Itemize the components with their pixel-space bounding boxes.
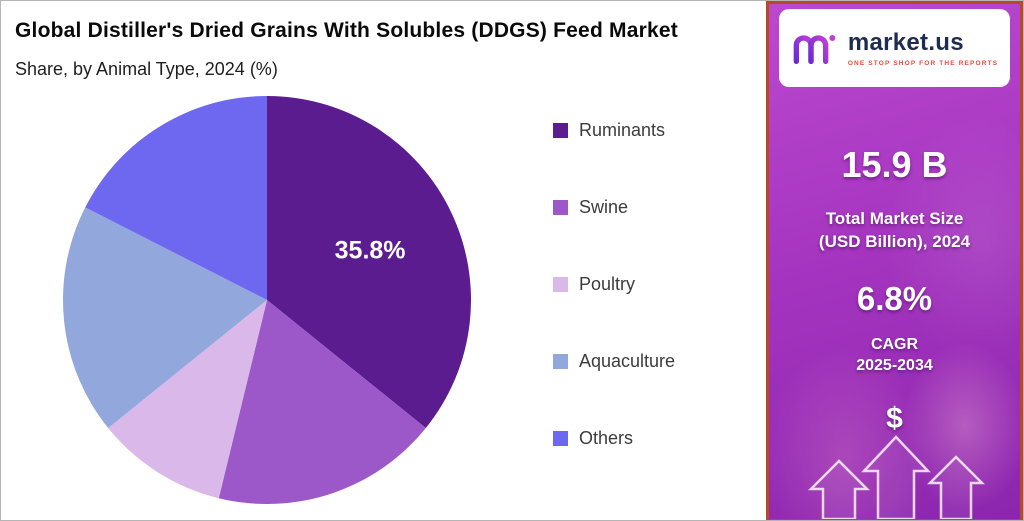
market-size-label: Total Market Size (USD Billion), 2024 — [769, 207, 1020, 253]
marketus-logo-icon — [793, 35, 836, 64]
legend-label-others: Others — [579, 428, 634, 448]
market-size-label-line2: (USD Billion), 2024 — [818, 232, 971, 251]
legend-label-ruminants: Ruminants — [579, 120, 666, 140]
pie-svg: 35.8% — [62, 96, 472, 504]
cagr-label-line2: 2025-2034 — [856, 357, 933, 374]
chart-subtitle: Share, by Animal Type, 2024 (%) — [15, 59, 278, 79]
growth-arrows-icon — [807, 435, 986, 519]
legend-swatch-others — [553, 431, 568, 446]
brand-name: market.us — [847, 29, 964, 56]
legend-item-swine[interactable]: Swine — [553, 197, 675, 218]
legend-swatch-ruminants — [553, 123, 568, 138]
dollar-icon: $ — [886, 402, 903, 435]
market-size-label-line1: Total Market Size — [825, 209, 964, 228]
legend-swatch-poultry — [553, 277, 568, 292]
pie-slice-poultry[interactable] — [108, 300, 267, 499]
marketus-logo[interactable]: market.us ONE STOP SHOP FOR THE REPORTS — [779, 9, 1010, 87]
cagr-label: CAGR 2025-2034 — [769, 334, 1020, 376]
pie-slice-aquaculture[interactable] — [62, 207, 267, 429]
pie-slice-swine[interactable] — [218, 300, 426, 504]
legend-item-poultry[interactable]: Poultry — [553, 274, 675, 295]
brand-stats-panel: market.us ONE STOP SHOP FOR THE REPORTS … — [766, 1, 1023, 520]
cagr-value: 6.8% — [856, 280, 933, 317]
legend-item-others[interactable]: Others — [553, 428, 675, 449]
legend-swatch-aquaculture — [553, 354, 568, 369]
pie-slice-ruminants[interactable] — [267, 96, 472, 429]
legend-item-ruminants[interactable]: Ruminants — [553, 120, 675, 141]
market-size-value: 15.9 B — [841, 144, 948, 185]
legend-item-aquaculture[interactable]: Aquaculture — [553, 351, 675, 372]
growth-arrow-right-icon — [926, 455, 986, 519]
pie-chart: 35.8% — [61, 94, 473, 506]
logo-text: market.us ONE STOP SHOP FOR THE REPORTS — [848, 29, 998, 67]
legend-label-poultry: Poultry — [579, 274, 636, 294]
pie-data-label: 35.8% — [335, 237, 406, 265]
growth-arrow-middle-icon — [861, 435, 931, 519]
chart-legend: Ruminants Swine Poultry Aquaculture Othe… — [553, 120, 675, 505]
cagr-label-line1: CAGR — [870, 336, 919, 353]
pie-slice-others[interactable] — [85, 96, 267, 300]
brand-tagline: ONE STOP SHOP FOR THE REPORTS — [847, 60, 999, 67]
legend-swatch-swine — [553, 200, 568, 215]
legend-label-swine: Swine — [579, 197, 629, 217]
chart-title: Global Distiller's Dried Grains With Sol… — [15, 19, 678, 42]
growth-arrow-left-icon — [807, 459, 871, 519]
legend-label-aquaculture: Aquaculture — [579, 351, 676, 371]
